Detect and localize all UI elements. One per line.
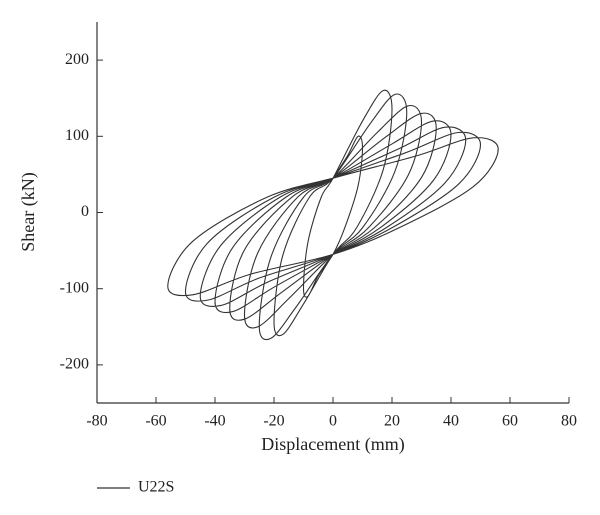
y-tick-label: 200 bbox=[65, 51, 89, 68]
x-tick-label: 0 bbox=[329, 413, 337, 430]
x-tick-label: 40 bbox=[443, 413, 459, 430]
x-tick-label: -60 bbox=[145, 413, 166, 430]
hysteresis-line bbox=[167, 89, 499, 341]
x-tick-label: 20 bbox=[384, 413, 400, 430]
x-tick-label: -80 bbox=[86, 413, 107, 430]
y-tick-label: 100 bbox=[65, 127, 89, 144]
x-tick-label: -40 bbox=[204, 413, 225, 430]
x-tick-label: 80 bbox=[561, 413, 577, 430]
x-tick-label: 60 bbox=[502, 413, 518, 430]
y-tick-label: -200 bbox=[60, 356, 89, 373]
legend-label: U22S bbox=[138, 479, 174, 496]
y-tick-label: 0 bbox=[81, 203, 89, 220]
x-tick-label: -20 bbox=[263, 413, 284, 430]
x-axis-label: Displacement (mm) bbox=[261, 434, 404, 455]
y-axis-label: Shear (kN) bbox=[18, 172, 39, 251]
y-tick-label: -100 bbox=[60, 279, 89, 296]
